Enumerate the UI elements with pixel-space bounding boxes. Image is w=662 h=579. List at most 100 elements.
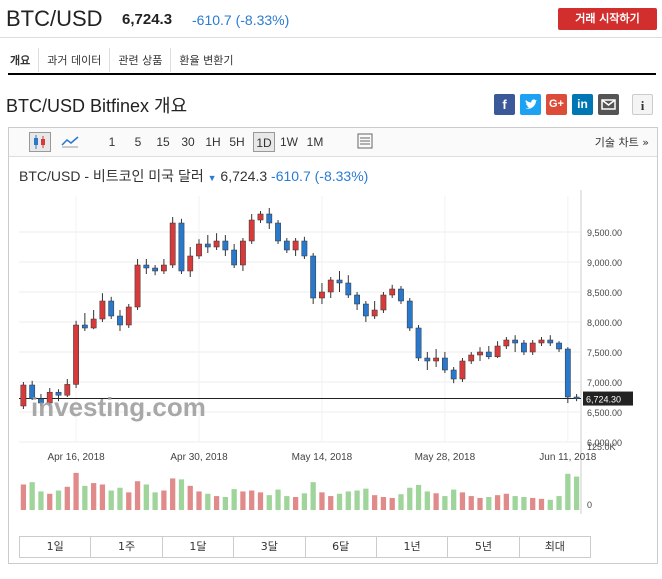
linkedin-icon[interactable]: in (572, 94, 593, 115)
volume-bar (310, 482, 316, 510)
range-3m[interactable]: 3달 (234, 537, 306, 557)
volume-bar (152, 492, 158, 510)
volume-bar (161, 490, 167, 510)
technical-chart-link[interactable]: 기술 차트 » (594, 136, 649, 149)
candle-body (477, 351, 483, 356)
volume-bar (503, 493, 509, 510)
candle-body (362, 303, 369, 317)
down-arrow-icon: ▼ (207, 173, 217, 183)
candle-body (143, 264, 150, 269)
y-tick-label: 8,000.00 (587, 318, 622, 328)
google-plus-icon[interactable]: G+ (546, 94, 567, 115)
tab-historical-data[interactable]: 과거 데이터 (39, 48, 111, 72)
candle-body (248, 219, 255, 242)
range-5y[interactable]: 5년 (448, 537, 520, 557)
x-tick-label: May 14, 2018 (292, 452, 353, 463)
volume-bar (284, 496, 290, 510)
indicators-icon[interactable] (355, 132, 375, 152)
range-1d[interactable]: 1일 (20, 537, 92, 557)
candle-body (187, 255, 194, 272)
candle-body (442, 357, 448, 371)
last-price-label: 6,724.30 (586, 395, 621, 405)
volume-bar (459, 492, 466, 510)
x-tick-label: Apr 30, 2018 (170, 452, 228, 463)
candlestick-chart[interactable]: 9,500.00 9,000.00 8,500.00 8,000.00 7,500.00… (9, 190, 657, 530)
volume-bar (187, 485, 193, 510)
range-6m[interactable]: 6달 (306, 537, 377, 557)
candle-body (266, 213, 273, 224)
volume-bar (249, 490, 255, 510)
volume-bar (363, 488, 369, 510)
volume-bar (319, 492, 325, 510)
volume-bar (372, 495, 378, 510)
range-1y[interactable]: 1년 (377, 537, 449, 557)
candle-body (319, 291, 325, 299)
candle-body (117, 315, 123, 326)
interval-1w[interactable]: 1W (280, 135, 298, 149)
volume-bar (415, 484, 422, 510)
candle-body (573, 396, 580, 399)
candle-body (152, 267, 158, 272)
y-tick-label: 7,500.00 (587, 348, 622, 358)
candle-body (178, 222, 185, 272)
interval-1d[interactable]: 1D (253, 132, 275, 152)
volume-bar (196, 491, 202, 510)
volume-bar (178, 479, 185, 510)
candle-body (125, 306, 132, 326)
volume-bar (301, 493, 308, 510)
y-tick-label: 8,500.00 (587, 288, 622, 298)
candle-body (556, 342, 562, 350)
candle-body (301, 240, 308, 257)
range-1m[interactable]: 1달 (163, 537, 235, 557)
volume-bar (468, 496, 474, 510)
facebook-icon[interactable]: f (494, 94, 515, 115)
candle-body (450, 369, 457, 380)
candle-body (134, 264, 141, 308)
candle-body (99, 300, 106, 320)
volume-bar (91, 483, 97, 510)
page-title: BTC/USD Bitfinex 개요 (6, 96, 188, 116)
candle-body (494, 345, 501, 358)
candle-body (240, 240, 246, 266)
candle-body (336, 279, 343, 284)
interval-1[interactable]: 1 (108, 135, 116, 149)
last-price: 6,724.3 (122, 11, 173, 28)
volume-bar (257, 492, 264, 510)
candle-body (46, 391, 53, 404)
x-tick-label: Apr 16, 2018 (47, 452, 105, 463)
volume-bar (205, 493, 211, 510)
info-icon[interactable]: i (632, 94, 653, 115)
volume-bar (389, 497, 395, 510)
line-type-icon[interactable] (59, 132, 81, 152)
candlestick-type-icon[interactable] (29, 132, 51, 152)
interval-5h[interactable]: 5H (229, 135, 245, 149)
candle-body (468, 354, 475, 362)
y-tick-label: 9,500.00 (587, 228, 622, 238)
candle-body (196, 243, 202, 257)
chart-quote-line: BTC/USD - 비트코인 미국 달러 ▼ 6,724.3 -610.7 (-… (19, 166, 368, 186)
interval-5[interactable]: 5 (134, 135, 142, 149)
interval-1m[interactable]: 1M (306, 135, 324, 149)
chart-panel: 1 5 15 30 1H 5H 1D 1W 1M 기술 차트 » BTC/USD… (8, 127, 658, 564)
tab-currency-converter[interactable]: 환율 변환기 (179, 54, 234, 67)
volume-bar (433, 493, 439, 510)
email-icon[interactable] (598, 94, 619, 115)
interval-15[interactable]: 15 (156, 135, 170, 149)
volume-bar (486, 497, 492, 510)
interval-1h[interactable]: 1H (205, 135, 221, 149)
y-tick-label: 6,000.00 (587, 438, 622, 448)
candle-body (204, 243, 211, 248)
candle-body (231, 249, 238, 266)
interval-30[interactable]: 30 (181, 135, 195, 149)
tab-related-products[interactable]: 관련 상품 (110, 48, 172, 72)
volume-bar (354, 490, 360, 510)
volume-bar (134, 481, 141, 510)
volume-bar (556, 496, 562, 510)
range-1w[interactable]: 1주 (91, 537, 163, 557)
start-trading-button[interactable]: 거래 시작하기 (558, 8, 657, 30)
candle-body (327, 279, 334, 293)
tab-overview[interactable]: 개요 (8, 48, 40, 72)
volume-bar (565, 473, 571, 510)
range-max[interactable]: 최대 (544, 540, 565, 553)
twitter-icon[interactable] (520, 94, 541, 115)
